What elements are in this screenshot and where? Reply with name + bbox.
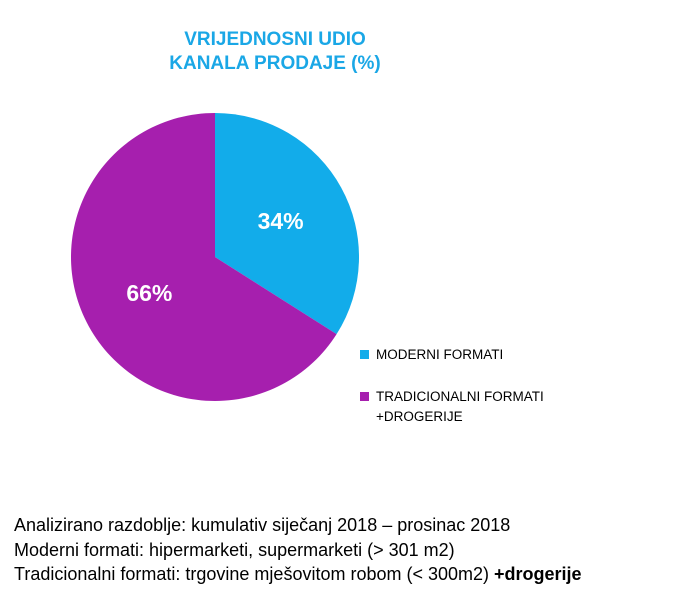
legend-label-tradicionalni-line-1: TRADICIONALNI FORMATI [376,389,544,404]
pie-slice-moderni [215,113,359,335]
legend-swatch-moderni [360,350,369,359]
pie-slice-tradicionalni [70,113,337,401]
legend-label-moderni: MODERNI FORMATI [376,347,504,362]
legend-item-tradicionalni: TRADICIONALNI FORMATI +DROGERIJE [360,387,660,427]
chart-title: VRIJEDNOSNI UDIO KANALA PRODAJE (%) [95,28,455,76]
footnote-tradicionalni: Tradicionalni formati: trgovine mješovit… [14,562,684,587]
pie-value-label-moderni: 34% [258,208,304,234]
legend-swatch-tradicionalni [360,392,369,401]
footnote-moderni: Moderni formati: hipermarketi, supermark… [14,539,455,560]
chart-title-line-1: VRIJEDNOSNI UDIO [184,29,366,50]
footnote-tradicionalni-text: Tradicionalni formati: trgovine mješovit… [14,564,495,584]
legend-item-moderni: MODERNI FORMATI [360,345,660,365]
footnote-tradicionalni-bold: +drogerije [494,564,582,584]
legend: MODERNI FORMATI TRADICIONALNI FORMATI +D… [360,345,660,427]
pie-value-label-tradicionalni: 66% [126,280,172,306]
footnotes: Analizirano razdoblje: kumulativ siječan… [14,513,684,587]
footnote-period: Analizirano razdoblje: kumulativ siječan… [14,515,511,535]
chart-title-line-2: KANALA PRODAJE (%) [169,53,381,74]
legend-label-tradicionalni-line-2: +DROGERIJE [376,409,463,424]
pie-chart: 34% 66% [70,113,359,401]
